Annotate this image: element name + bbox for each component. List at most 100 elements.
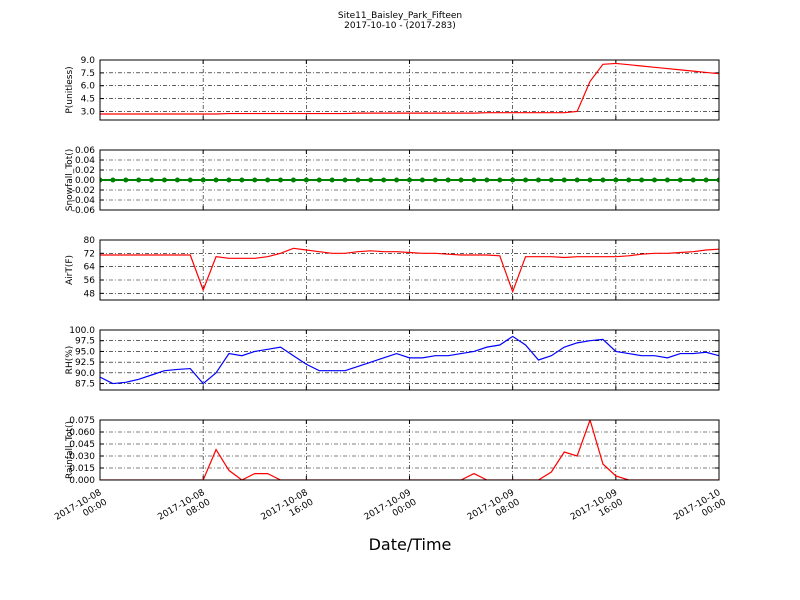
data-point (523, 177, 529, 183)
data-line (100, 420, 719, 480)
y-tick-label: 100.0 (69, 326, 95, 336)
y-tick-label: 0.045 (69, 440, 95, 450)
axes-frame (99, 149, 720, 211)
x-tick-label: 2017-10-0816:00 (260, 488, 316, 532)
data-point (458, 177, 464, 183)
data-point (561, 177, 567, 183)
data-point (497, 177, 503, 183)
chart-title: Site11_Baisley_Park_Fifteen (338, 11, 462, 21)
y-axis-label: RH(%) (65, 346, 75, 375)
data-point (213, 177, 219, 183)
data-point (381, 177, 387, 183)
data-point (278, 177, 284, 183)
y-tick-label: 72 (84, 249, 95, 259)
y-tick-label: 0.00 (75, 176, 95, 186)
plot-area (100, 247, 719, 294)
y-tick-label: 92.5 (75, 358, 95, 368)
y-tick-label: -0.04 (72, 196, 96, 206)
y-tick-label: 48 (84, 289, 96, 299)
data-point (136, 177, 142, 183)
plot-area (100, 62, 719, 115)
y-tick-label: 6.0 (81, 82, 96, 92)
data-point (677, 177, 683, 183)
data-point (652, 177, 658, 183)
data-point (174, 177, 180, 183)
x-tick-label: 2017-10-0916:00 (569, 488, 625, 532)
axes-frame (99, 419, 720, 481)
data-point (239, 177, 245, 183)
y-tick-label: 64 (84, 263, 96, 273)
x-tick-label: 2017-10-0900:00 (363, 488, 419, 532)
x-tick-label: 2017-10-0800:00 (53, 488, 109, 532)
y-tick-label: 90.0 (75, 369, 95, 379)
data-point (613, 177, 619, 183)
y-tick-label: 0.015 (69, 464, 95, 474)
data-point (703, 177, 709, 183)
y-tick-label: 0.06 (75, 146, 95, 156)
data-line (100, 62, 719, 115)
y-axis-label: Rainfall_Tot() (65, 421, 75, 479)
data-point (149, 177, 155, 183)
data-point (445, 177, 451, 183)
y-tick-label: 0.000 (69, 476, 95, 486)
data-point (290, 177, 296, 183)
data-point (200, 177, 206, 183)
data-point (432, 177, 438, 183)
data-point (716, 177, 719, 183)
chart-subtitle: 2017-10-10 - (2017-283) (344, 21, 456, 31)
data-point (161, 177, 167, 183)
data-point (535, 177, 541, 183)
x-tick-label: 2017-10-0908:00 (466, 488, 522, 532)
data-point (329, 177, 335, 183)
data-point (303, 177, 309, 183)
x-axis-label: Date/Time (369, 535, 452, 554)
data-point (100, 177, 103, 183)
plot-area (100, 420, 719, 480)
data-point (639, 177, 645, 183)
y-axis-label: AirT(F) (65, 255, 75, 285)
y-tick-label: 0.04 (75, 156, 95, 166)
data-point (226, 177, 232, 183)
data-point (510, 177, 516, 183)
data-point (123, 177, 129, 183)
data-point (587, 177, 593, 183)
y-tick-label: 0.060 (69, 428, 95, 438)
data-point (471, 177, 477, 183)
y-tick-label: -0.06 (72, 206, 96, 216)
data-line (100, 247, 719, 294)
y-tick-label: -0.02 (72, 186, 95, 196)
data-point (252, 177, 258, 183)
y-tick-label: 87.5 (75, 380, 95, 390)
data-point (368, 177, 374, 183)
y-axis-label: Snowfall_Tot() (65, 149, 75, 212)
data-point (419, 177, 425, 183)
y-tick-label: 0.02 (75, 166, 95, 176)
y-tick-label: 97.5 (75, 337, 95, 347)
data-point (626, 177, 632, 183)
y-tick-label: 0.075 (69, 416, 95, 426)
axes-frame (99, 239, 720, 301)
y-tick-label: 95.0 (75, 347, 95, 357)
data-point (394, 177, 400, 183)
plot-area (100, 177, 719, 183)
data-point (342, 177, 348, 183)
axes-frame (99, 59, 720, 121)
y-tick-label: 7.5 (81, 69, 95, 79)
data-point (316, 177, 322, 183)
data-point (110, 177, 116, 183)
y-axis-label: P(unitless) (65, 66, 75, 113)
data-line (100, 335, 719, 385)
data-point (407, 177, 412, 183)
x-tick-label: 2017-10-0808:00 (156, 488, 212, 532)
y-tick-label: 4.5 (81, 95, 95, 105)
data-point (600, 177, 606, 183)
y-tick-label: 56 (84, 276, 96, 286)
axes-frame (99, 329, 720, 391)
data-point (355, 177, 361, 183)
data-point (548, 177, 554, 183)
y-tick-label: 9.0 (81, 56, 96, 66)
data-point (265, 177, 271, 183)
data-point (484, 177, 490, 183)
data-point (664, 177, 670, 183)
